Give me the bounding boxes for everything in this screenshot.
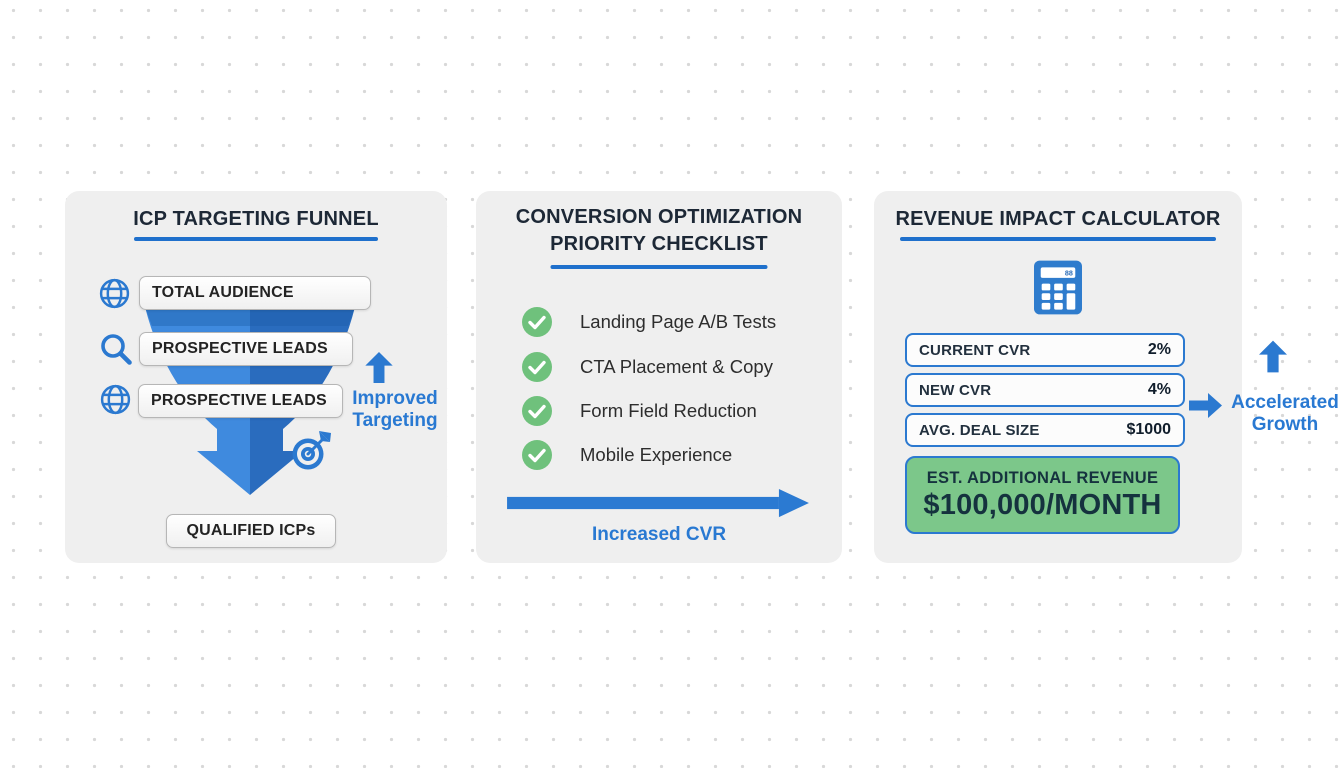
field-label: NEW CVR: [919, 381, 992, 399]
checkmark-icon: [522, 440, 552, 470]
field-label: AVG. DEAL SIZE: [919, 421, 1040, 439]
search-icon: [101, 334, 132, 365]
calculator-display: 88: [1065, 269, 1073, 278]
checkmark-icon: [522, 307, 552, 337]
result-label: EST. ADDITIONAL REVENUE: [926, 468, 1159, 487]
checklist-item-label: Mobile Experience: [580, 444, 733, 465]
checklist-item-label: CTA Placement & Copy: [580, 356, 773, 377]
funnel-panel-title: ICP TARGETING FUNNEL: [133, 208, 379, 230]
increased-cvr-label: Increased CVR: [591, 524, 727, 545]
calculator-icon: 88: [1034, 260, 1082, 315]
checklist-panel-title: CONVERSION OPTIMIZATION PRIORITY CHECKLI…: [476, 204, 842, 258]
improved-targeting-line2: Targeting: [352, 410, 438, 431]
improved-targeting-label: Improved Targeting: [337, 388, 453, 432]
field-row-current-cvr: CURRENT CVR 2%: [905, 333, 1185, 367]
arrow-long-right-icon: [507, 488, 809, 518]
stage-box-prospective-leads-1: PROSPECTIVE LEADS: [139, 332, 353, 366]
accelerated-growth-line1: Accelerated: [1231, 392, 1339, 413]
checklist-title-line1: CONVERSION OPTIMIZATION: [515, 206, 803, 228]
accelerated-growth-label: Accelerated Growth: [1228, 392, 1342, 436]
stage-box-prospective-leads-2: PROSPECTIVE LEADS: [138, 384, 343, 418]
calculator-panel: REVENUE IMPACT CALCULATOR 88 CURRENT CVR…: [874, 191, 1242, 563]
funnel-panel: ICP TARGETING FUNNEL: [65, 191, 447, 563]
arrow-up-icon: [1259, 340, 1287, 373]
arrow-up-icon: [365, 352, 393, 383]
result-value: $100,000/MONTH: [923, 488, 1162, 521]
checkmark-icon: [522, 396, 552, 426]
calculator-title-underline: [900, 237, 1216, 241]
revenue-result-box: EST. ADDITIONAL REVENUE $100,000/MONTH: [905, 456, 1180, 534]
checklist-item-label: Landing Page A/B Tests: [580, 311, 777, 332]
checklist-item: Landing Page A/B Tests: [522, 307, 776, 337]
funnel-title-underline: [134, 237, 378, 241]
field-row-new-cvr: NEW CVR 4%: [905, 373, 1185, 407]
field-value: 4%: [1147, 381, 1171, 398]
checklist-item-label: Form Field Reduction: [580, 400, 757, 421]
field-value: 2%: [1147, 341, 1171, 358]
improved-targeting-line1: Improved: [352, 388, 438, 409]
globe-icon: [99, 278, 130, 309]
stage-box-qualified-icps: QUALIFIED ICPs: [166, 514, 336, 548]
arrow-right-icon: [1189, 393, 1222, 418]
field-label: CURRENT CVR: [919, 341, 1031, 359]
accelerated-growth-line2: Growth: [1251, 414, 1319, 435]
field-value: $1000: [1126, 421, 1172, 438]
checklist-title-underline: [550, 265, 768, 269]
checklist-panel: CONVERSION OPTIMIZATION PRIORITY CHECKLI…: [476, 191, 842, 563]
globe-icon: [100, 384, 131, 415]
checklist-item: Mobile Experience: [522, 440, 732, 470]
checklist-item: Form Field Reduction: [522, 396, 757, 426]
checklist-title-line2: PRIORITY CHECKLIST: [550, 233, 768, 255]
field-row-avg-deal-size: AVG. DEAL SIZE $1000: [905, 413, 1185, 447]
checkmark-icon: [522, 352, 552, 382]
target-icon: [292, 431, 331, 470]
checklist-item: CTA Placement & Copy: [522, 352, 773, 382]
calculator-panel-title: REVENUE IMPACT CALCULATOR: [895, 208, 1221, 230]
stage-box-total-audience: TOTAL AUDIENCE: [139, 276, 371, 310]
